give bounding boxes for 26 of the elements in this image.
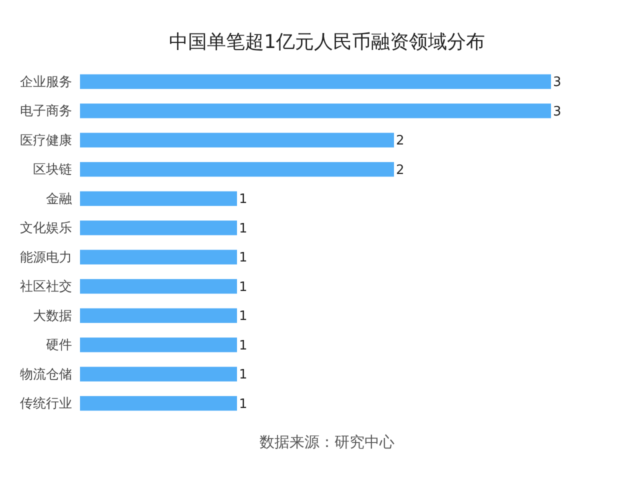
- data-label: 3: [553, 104, 562, 120]
- y-tick-label: 传统行业: [20, 396, 72, 412]
- data-label: 2: [396, 162, 404, 178]
- data-label: 1: [239, 396, 248, 412]
- y-tick-label: 文化娱乐: [20, 221, 72, 236]
- y-tick-label: 金融: [46, 192, 72, 207]
- y-tick-label: 物流仓储: [20, 366, 72, 382]
- data-label: 3: [553, 75, 562, 90]
- data-label: 1: [239, 221, 248, 236]
- y-tick-label: 硬件: [46, 338, 72, 354]
- y-tick-label: 能源电力: [20, 250, 72, 266]
- y-tick-label: 大数据: [33, 308, 72, 324]
- chart-title: 中国单笔超1亿元人民币融资领域分布: [168, 31, 486, 53]
- data-label: 1: [239, 309, 248, 324]
- y-tick-label: 医疗健康: [20, 133, 72, 148]
- data-label: 1: [239, 338, 248, 354]
- data-label: 1: [239, 368, 248, 383]
- y-tick-label: 社区社交: [20, 278, 72, 295]
- y-tick-label: 企业服务: [20, 74, 72, 90]
- data-label: 2: [396, 134, 404, 149]
- y-tick-label: 电子商务: [20, 104, 72, 120]
- data-label: 1: [239, 250, 248, 266]
- data-label: 1: [239, 192, 248, 208]
- data-label: 1: [239, 280, 248, 295]
- source-note: 数据来源：研究中心: [260, 433, 394, 451]
- y-tick-label: 区块链: [33, 162, 72, 178]
